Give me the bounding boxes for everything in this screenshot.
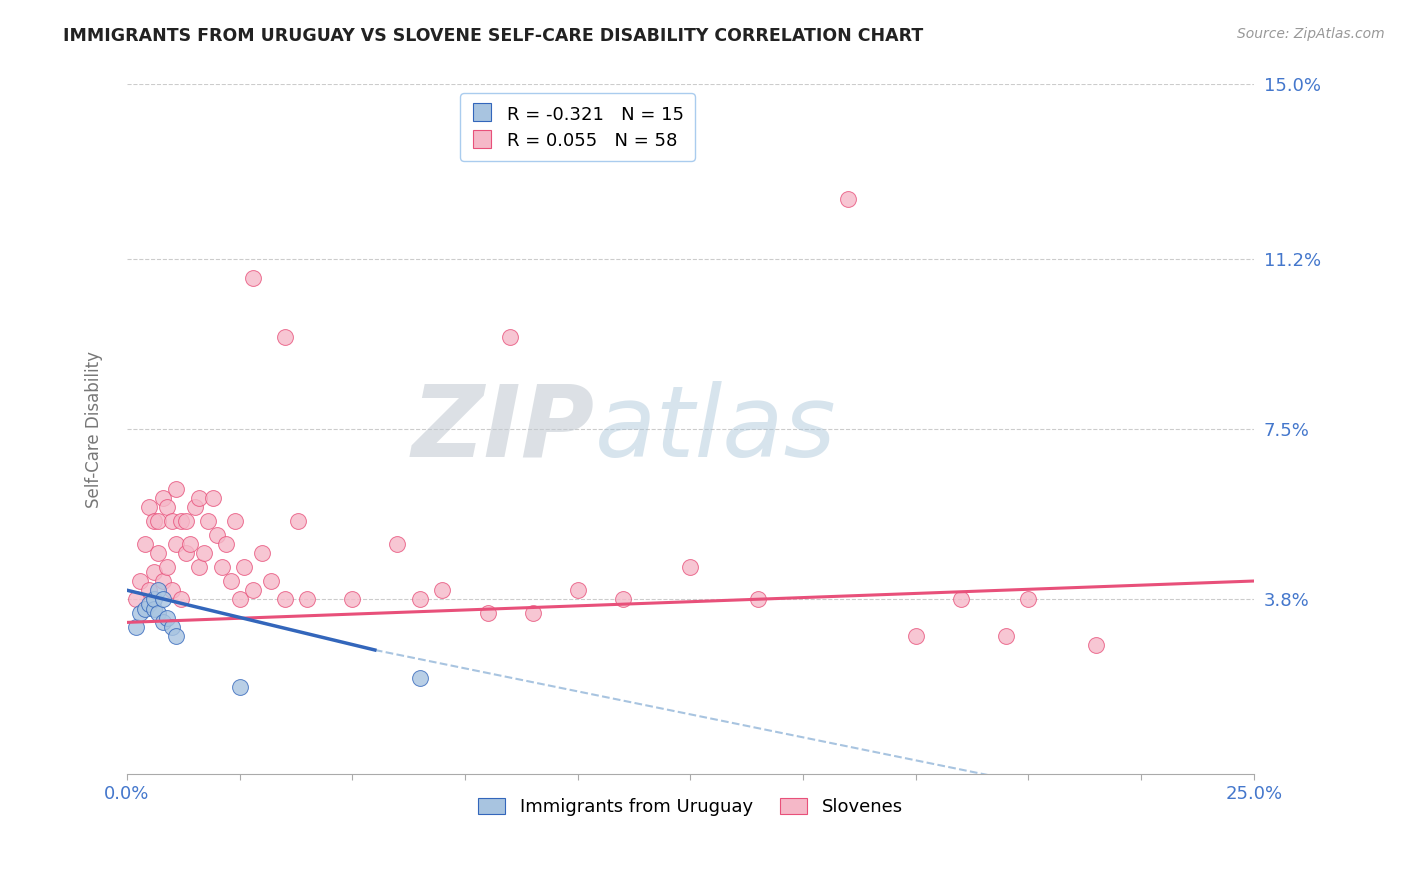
Point (228, 680, 250, 694)
Point (188, 560, 211, 574)
Point (134, 537, 156, 551)
Point (174, 514, 197, 528)
Point (166, 482, 188, 496)
Point (174, 546, 197, 560)
Point (994, 629, 1017, 643)
Point (409, 592, 432, 607)
Point (160, 583, 183, 598)
Point (197, 514, 219, 528)
Point (152, 574, 174, 588)
Point (125, 620, 148, 634)
Point (409, 671, 432, 685)
Point (242, 270, 264, 285)
Point (219, 574, 242, 588)
Point (904, 629, 927, 643)
Point (143, 592, 166, 607)
Point (242, 583, 264, 598)
Point (342, 592, 364, 607)
Point (201, 491, 224, 506)
Point (250, 546, 273, 560)
Point (170, 592, 193, 607)
Point (179, 537, 201, 551)
Point (205, 528, 228, 542)
Point (679, 560, 702, 574)
Point (152, 615, 174, 630)
Point (211, 560, 233, 574)
Text: atlas: atlas (595, 381, 837, 478)
Point (129, 606, 152, 620)
Point (134, 601, 156, 615)
Point (522, 606, 544, 620)
Point (273, 330, 295, 344)
Point (193, 546, 215, 560)
Point (143, 601, 166, 615)
Point (183, 500, 205, 515)
Point (499, 330, 522, 344)
Point (747, 592, 769, 607)
Point (260, 574, 283, 588)
Point (148, 546, 170, 560)
Point (166, 537, 188, 551)
Point (143, 514, 166, 528)
Point (138, 500, 160, 515)
Point (148, 606, 170, 620)
Point (160, 514, 183, 528)
Point (152, 491, 174, 506)
Point (273, 592, 295, 607)
Point (224, 514, 246, 528)
Point (152, 592, 174, 607)
Point (160, 620, 183, 634)
Point (156, 500, 179, 515)
Point (138, 597, 160, 611)
Point (612, 592, 634, 607)
Text: Source: ZipAtlas.com: Source: ZipAtlas.com (1237, 27, 1385, 41)
Point (129, 574, 152, 588)
Point (1017, 592, 1039, 607)
Point (188, 491, 211, 506)
Point (148, 583, 170, 598)
Point (138, 583, 160, 598)
Point (143, 565, 166, 579)
Point (156, 560, 179, 574)
Point (837, 193, 859, 207)
Text: ZIP: ZIP (412, 381, 595, 478)
Point (125, 592, 148, 607)
Point (215, 537, 238, 551)
Point (949, 592, 972, 607)
Point (1085, 639, 1108, 653)
Point (567, 583, 589, 598)
Y-axis label: Self-Care Disability: Self-Care Disability (86, 351, 103, 508)
Text: IMMIGRANTS FROM URUGUAY VS SLOVENE SELF-CARE DISABILITY CORRELATION CHART: IMMIGRANTS FROM URUGUAY VS SLOVENE SELF-… (63, 27, 924, 45)
Legend: Immigrants from Uruguay, Slovenes: Immigrants from Uruguay, Slovenes (471, 791, 910, 823)
Point (287, 514, 309, 528)
Point (432, 583, 454, 598)
Point (228, 592, 250, 607)
Point (477, 606, 499, 620)
Point (387, 537, 409, 551)
Point (156, 611, 179, 625)
Point (170, 514, 193, 528)
Point (233, 560, 256, 574)
Point (166, 629, 188, 643)
Point (297, 592, 319, 607)
Point (148, 514, 170, 528)
